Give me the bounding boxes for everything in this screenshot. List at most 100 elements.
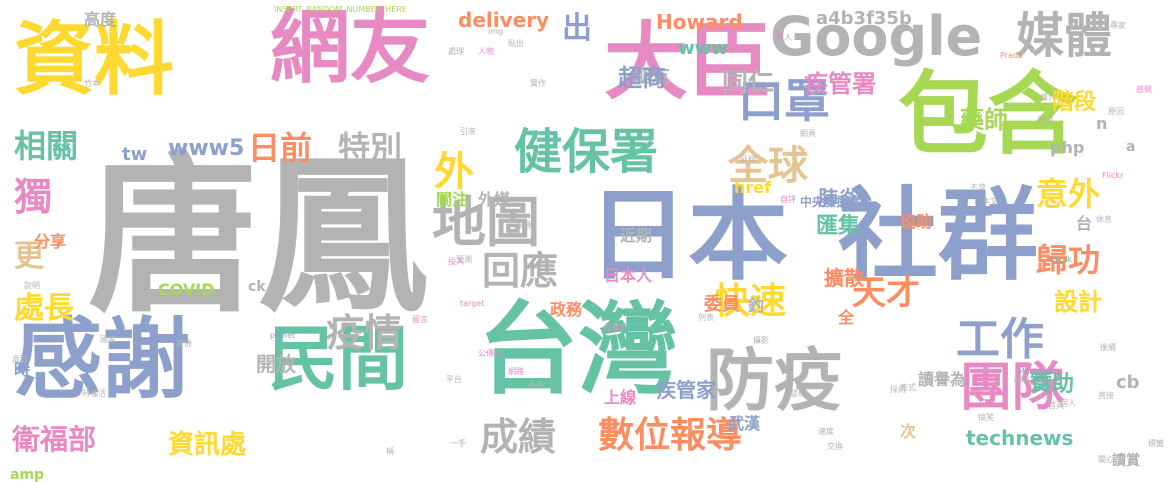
cloud-word: 出 (562, 11, 592, 46)
cloud-word: 速度 (818, 427, 834, 436)
cloud-word: 交換 (827, 442, 843, 451)
cloud-word: target (460, 299, 485, 308)
cloud-word: 一手 (450, 439, 466, 448)
cloud-word: href (734, 178, 772, 197)
cloud-word: 相關 (14, 127, 79, 165)
cloud-word: 自評 (780, 195, 796, 204)
cloud-word: 得知 (748, 23, 764, 32)
cloud-word: 平台 (446, 375, 462, 384)
cloud-word: 不會 (970, 183, 986, 192)
cloud-word: 讀譽為 (918, 370, 967, 389)
cloud-word: 同仁 (722, 68, 775, 98)
cloud-word: 首頁 (1048, 401, 1064, 410)
cloud-word: 後續 (1100, 343, 1116, 352)
cloud-word: 更 (14, 239, 44, 274)
cloud-word: 擴散 (824, 266, 864, 290)
cloud-word: delivery (458, 8, 550, 32)
cloud-word: 採用 (890, 385, 906, 394)
cloud-word: Prado (1000, 51, 1023, 60)
cloud-word: 延伸 (740, 155, 756, 164)
cloud-word: 台 (1076, 214, 1093, 233)
cloud-word: 快速 (714, 281, 787, 322)
cloud-word: 成績 (480, 415, 557, 459)
cloud-word: 讀賞 (1112, 453, 1140, 469)
cloud-word: Flickr (1102, 171, 1124, 180)
cloud-word: 網頁 (800, 129, 816, 138)
cloud-word: 稱 (386, 447, 394, 456)
cloud-word: 防疫 (706, 342, 843, 421)
cloud-word: 超商 (618, 64, 666, 92)
cloud-word: 留言 (412, 315, 428, 324)
cloud-word: 資訊處 (168, 430, 247, 460)
cloud-word: 匯集 (816, 214, 861, 239)
cloud-word: 標籤 (1148, 439, 1164, 448)
cloud-word: 疫情 (326, 311, 403, 355)
cloud-word: 朋友 (634, 66, 670, 87)
cloud-word: 外 (434, 149, 474, 195)
cloud-word: a (1126, 139, 1136, 155)
cloud-word: 原因 (1108, 107, 1124, 116)
cloud-word: 武漢 (728, 414, 761, 433)
cloud-word: ck (248, 279, 266, 295)
cloud-word: 日本 (588, 177, 788, 294)
cloud-word: 公傳力 (478, 349, 502, 358)
cloud-word: img (488, 27, 504, 36)
cloud-word: 分享 (34, 232, 67, 251)
cloud-word: 引來 (460, 127, 476, 136)
cloud-word: 關心 (1098, 455, 1114, 464)
cloud-word: 歸功 (1036, 241, 1101, 279)
cloud-word: 中央廣播電台 (800, 195, 873, 209)
cloud-word: 方式 (900, 383, 916, 392)
cloud-word: 疲倦 (176, 339, 192, 348)
cloud-word: COVID (158, 280, 215, 299)
cloud-word: 人物 (478, 47, 494, 56)
cloud-word: 贊助 (1030, 372, 1075, 397)
cloud-word: 社會 (1038, 115, 1054, 124)
cloud-word: 竹本 (84, 79, 100, 88)
cloud-word: 外界 (528, 381, 544, 390)
cloud-word: php (1050, 138, 1085, 157)
cloud-word: 次 (900, 422, 917, 441)
cloud-word: 釣 (748, 296, 765, 315)
cloud-word: 工作 (956, 314, 1044, 365)
cloud-word: 日前 (248, 129, 313, 167)
cloud-word: 預測 (456, 255, 472, 264)
cloud-word: INSERT_RANDOM_NUMBER_HERE (274, 5, 407, 14)
cloud-word: 近期 (620, 226, 653, 245)
cloud-word: 休息 (1096, 215, 1112, 224)
cloud-word: 大臣 (604, 13, 773, 111)
cloud-word: 個人 (1060, 399, 1076, 408)
cloud-word: 友人 (776, 33, 792, 42)
cloud-word: 感謝 (14, 308, 191, 411)
cloud-word: 外媒 (478, 190, 511, 209)
cloud-word: 特別 (338, 129, 403, 167)
cloud-word: www (678, 38, 728, 59)
cloud-word: 上線 (604, 388, 637, 407)
cloud-word: 網路 (508, 367, 524, 376)
cloud-word: 喜歡 (12, 355, 28, 364)
cloud-word: 民間 (268, 318, 408, 400)
cloud-word: 媒介 (1040, 93, 1056, 102)
cloud-word: cb (1116, 372, 1140, 393)
cloud-word: 關注 (436, 190, 469, 209)
cloud-word: 網友 (270, 1, 430, 94)
cloud-word: 設計 (1054, 288, 1102, 316)
cloud-word: 地圖 (432, 191, 540, 254)
cloud-word: 實作 (530, 79, 546, 88)
cloud-word: 全球 (728, 143, 808, 189)
cloud-word: 健保署 (514, 124, 659, 180)
cloud-word: 階段 (1052, 90, 1097, 115)
cloud-word: 本文 (982, 197, 998, 206)
cloud-word: 直接 (1098, 391, 1114, 400)
cloud-word: 疾管家 (656, 378, 716, 402)
cloud-word: Google (770, 5, 983, 68)
cloud-word: 肺炎 (818, 186, 858, 210)
cloud-word: 超級 (1014, 375, 1030, 384)
cloud-word: 列表 (698, 313, 714, 322)
cloud-word: 時 (14, 360, 31, 379)
cloud-word: _blank (1046, 255, 1072, 264)
cloud-word: 意外 (1036, 175, 1101, 213)
cloud-word: 處理 (448, 47, 464, 56)
cloud-word: 時種活 (82, 389, 106, 398)
